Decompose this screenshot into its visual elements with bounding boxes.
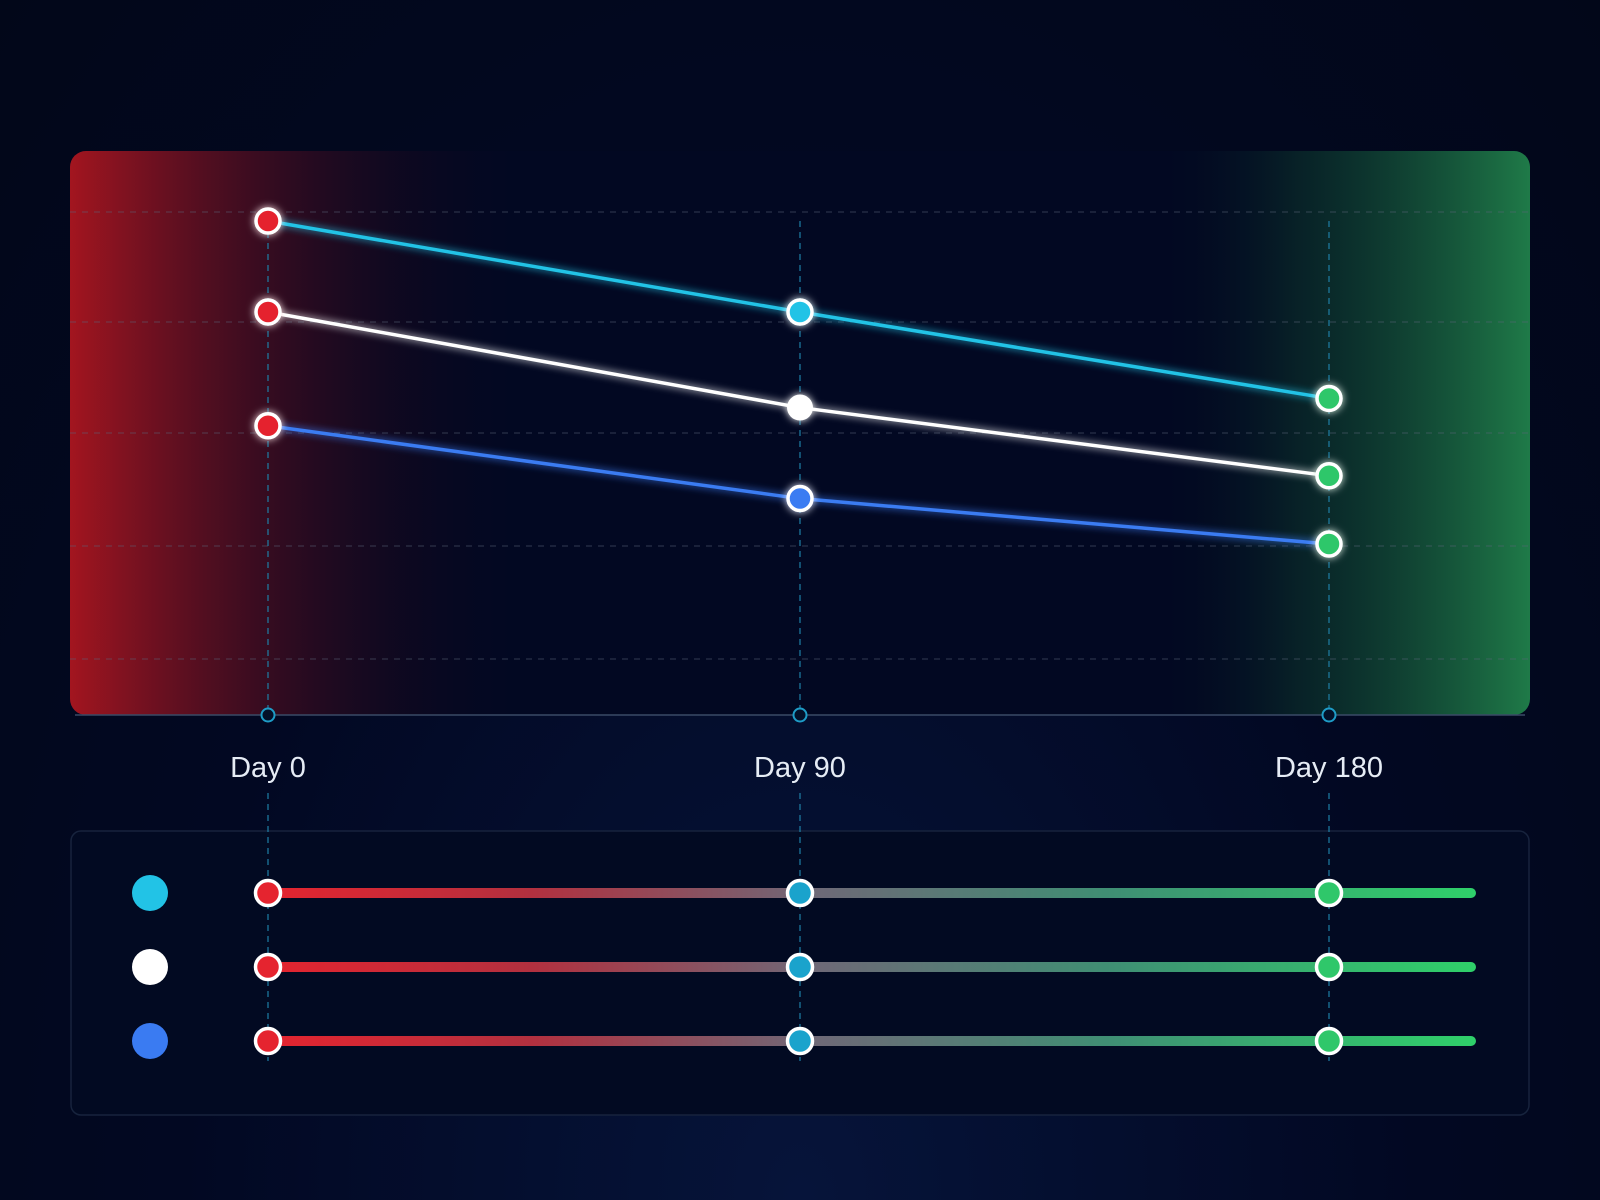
x-axis-marker-1 (792, 707, 808, 723)
series-2-point-0[interactable] (254, 412, 282, 440)
series-1-point-2[interactable] (1315, 462, 1343, 490)
legend-row-0-marker-2[interactable] (1314, 878, 1344, 908)
series-1-point-0[interactable] (254, 298, 282, 326)
legend-swatch-0 (132, 875, 168, 911)
x-tick-labels: Day 0 Day 90 Day 180 (230, 752, 1383, 784)
series-0-point-0[interactable] (254, 207, 282, 235)
legend-row-1-marker-2[interactable] (1314, 952, 1344, 982)
series-0-point-1[interactable] (786, 298, 814, 326)
series-lines (254, 207, 1343, 558)
legend-row-0-marker-1[interactable] (785, 878, 815, 908)
legend-swatch-2 (132, 1023, 168, 1059)
series-2-point-2[interactable] (1315, 530, 1343, 558)
series-2-point-1[interactable] (786, 484, 814, 513)
series-0-point-2[interactable] (1315, 384, 1343, 413)
x-axis-marker-2 (1321, 707, 1337, 723)
legend-row-2-marker-2[interactable] (1314, 1026, 1344, 1056)
legend-row-1 (132, 949, 1476, 985)
x-axis-markers (260, 707, 1337, 723)
legend-guide-lines (267, 793, 1330, 1061)
legend-row-2 (132, 1023, 1476, 1059)
legend-row-2-marker-0[interactable] (253, 1026, 283, 1056)
x-tick-label-day-0: Day 0 (230, 752, 306, 784)
x-axis-marker-0 (260, 707, 276, 723)
legend-row-0 (132, 875, 1476, 911)
grid-lines (70, 211, 1530, 660)
legend-row-1-marker-0[interactable] (253, 952, 283, 982)
legend-rows (132, 875, 1476, 1059)
x-tick-label-day-180: Day 180 (1275, 752, 1383, 784)
legend-swatch-1 (132, 949, 168, 985)
legend-row-1-marker-1[interactable] (785, 952, 815, 982)
x-tick-label-day-90: Day 90 (754, 752, 846, 784)
legend-row-2-marker-1[interactable] (785, 1026, 815, 1056)
series-1-point-1[interactable] (787, 394, 813, 421)
legend-row-0-marker-0[interactable] (253, 878, 283, 908)
